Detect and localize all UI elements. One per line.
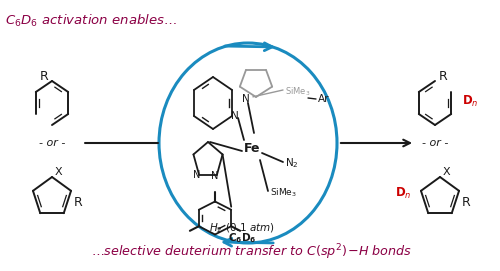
Text: $\mathit{\ldots selective\ deuterium\ transfer\ to\ C(sp^2)\!-\!H\ bonds}$: $\mathit{\ldots selective\ deuterium\ tr… — [92, 242, 412, 262]
Text: N: N — [242, 94, 250, 104]
Text: Ar: Ar — [318, 94, 330, 104]
Text: - or -: - or - — [39, 138, 65, 148]
Text: R: R — [438, 70, 448, 83]
Text: SiMe$_3$: SiMe$_3$ — [270, 187, 297, 199]
Text: - or -: - or - — [422, 138, 448, 148]
Text: X: X — [54, 167, 62, 177]
Text: D$_n$: D$_n$ — [396, 185, 412, 201]
Text: N: N — [194, 170, 200, 180]
Text: D$_n$: D$_n$ — [462, 93, 478, 109]
Text: X: X — [442, 167, 450, 177]
Text: N: N — [231, 111, 239, 121]
Text: $\mathit{C_6D_6}$ $\mathit{activation\ enables\ldots}$: $\mathit{C_6D_6}$ $\mathit{activation\ e… — [5, 13, 177, 29]
Text: R: R — [462, 196, 470, 209]
Text: Fe: Fe — [244, 141, 260, 154]
Text: $\mathbf{C_6D_6}$: $\mathbf{C_6D_6}$ — [228, 231, 256, 245]
Text: R: R — [40, 70, 48, 83]
Text: R: R — [74, 196, 82, 209]
Text: N: N — [212, 170, 218, 180]
Text: $\mathit{H_2}$ $\mathit{(0.1\ atm)}$: $\mathit{H_2}$ $\mathit{(0.1\ atm)}$ — [209, 221, 275, 235]
Text: N$_2$: N$_2$ — [285, 156, 298, 170]
Text: SiMe$_3$: SiMe$_3$ — [285, 86, 310, 98]
